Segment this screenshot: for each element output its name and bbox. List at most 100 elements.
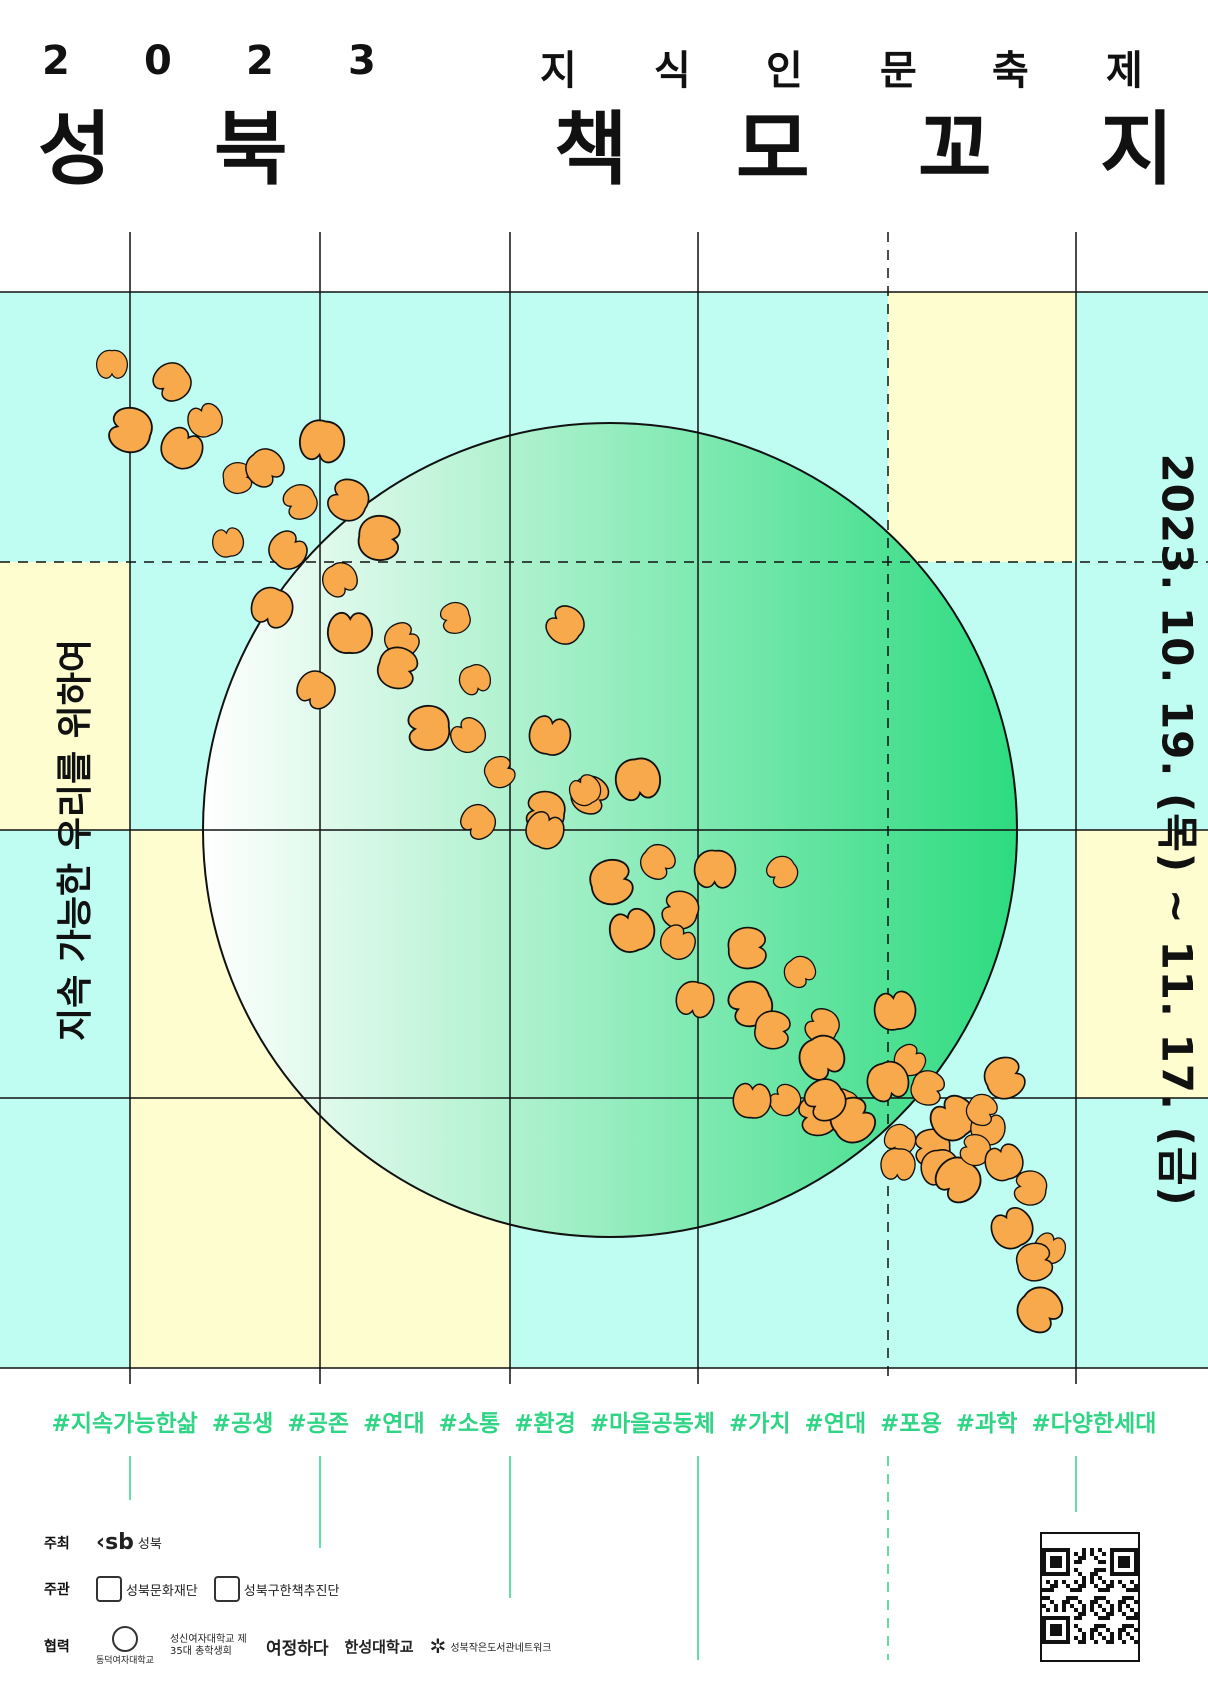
qr-module [1094, 1628, 1098, 1632]
qr-module [1082, 1632, 1086, 1636]
qr-module [1078, 1640, 1082, 1644]
qr-module [1078, 1556, 1082, 1560]
petal [160, 426, 204, 470]
qr-module [1090, 1628, 1094, 1632]
qr-module [1070, 1588, 1074, 1592]
qr-module [1126, 1596, 1130, 1600]
petal [754, 1010, 791, 1050]
petal [483, 755, 516, 789]
petal [327, 611, 373, 654]
qr-module [1074, 1608, 1078, 1612]
qr-module [1122, 1584, 1126, 1588]
qr-module [1134, 1584, 1138, 1588]
partner-label: 협력 [44, 1639, 70, 1655]
petal [439, 602, 471, 634]
petal [965, 1093, 998, 1127]
qr-module [1118, 1580, 1122, 1584]
qr-module [1090, 1608, 1094, 1612]
credit-partner-row: 협력 동덕여자대학교 성신여자대학교 제35대 총학생회 여정하다 한성대학교 … [44, 1626, 552, 1666]
petal [268, 530, 308, 570]
qr-code-icon [1042, 1548, 1138, 1644]
qr-module [1078, 1572, 1082, 1576]
qr-module [1098, 1560, 1102, 1564]
qr-module [1122, 1628, 1126, 1632]
qr-module [1122, 1600, 1126, 1604]
petal [798, 1034, 846, 1081]
qr-module [1082, 1548, 1086, 1552]
qr-module [1062, 1608, 1066, 1612]
hashtag: #공생 [211, 1411, 274, 1437]
qr-module [1094, 1612, 1098, 1616]
subtitle-char: 축 [992, 48, 1029, 94]
petal [525, 811, 565, 850]
qr-module [1074, 1588, 1078, 1592]
hashtag: #가치 [728, 1411, 791, 1437]
qr-module [1094, 1584, 1098, 1588]
qr-module [1118, 1604, 1122, 1608]
hashtag: #소통 [438, 1411, 501, 1437]
qr-module [1126, 1588, 1130, 1592]
hashtag-list: #지속가능한삶 #공생 #공존 #연대 #소통 #환경 #마을공동체 #가치 #… [0, 1404, 1208, 1438]
qr-module [1090, 1636, 1094, 1640]
petal [282, 484, 318, 520]
petal [614, 757, 661, 802]
qr-module [1046, 1596, 1050, 1600]
partner-name: 동덕여자대학교 [96, 1656, 154, 1666]
petal [693, 849, 737, 889]
qr-finder [1050, 1556, 1062, 1568]
qr-module [1102, 1560, 1106, 1564]
qr-module [1134, 1616, 1138, 1620]
petal [108, 406, 153, 454]
qr-module [1122, 1596, 1126, 1600]
qr-module [1090, 1572, 1094, 1576]
petal [222, 462, 253, 494]
partner-logo: 한성대학교 [345, 1636, 414, 1657]
petal [450, 717, 486, 754]
host-logo: ‹sb 성북 [96, 1530, 162, 1555]
title-char: 책 [554, 103, 628, 196]
qr-module [1106, 1612, 1110, 1616]
qr-module [1062, 1600, 1066, 1604]
yellow-block [0, 562, 130, 830]
qr-module [1094, 1596, 1098, 1600]
hashtag: #연대 [363, 1411, 425, 1437]
qr-module [1050, 1584, 1054, 1588]
petal [545, 605, 585, 645]
petal [766, 855, 799, 889]
petal [1016, 1286, 1064, 1334]
petal [357, 514, 401, 562]
qr-module [1098, 1576, 1102, 1580]
qr-module [1130, 1580, 1134, 1584]
hashtag: #지속가능한삶 [51, 1411, 198, 1437]
qr-module [1070, 1604, 1074, 1608]
library-network-icon: ✲ [429, 1634, 447, 1658]
qr-module [1082, 1612, 1086, 1616]
qr-module [1098, 1632, 1102, 1636]
title-char: 지 [1100, 103, 1174, 196]
qr-module [1110, 1604, 1114, 1608]
qr-module [1078, 1588, 1082, 1592]
sb-logo-icon: ‹sb [96, 1530, 134, 1555]
qr-module [1110, 1608, 1114, 1612]
bottom-ticks [129, 1456, 1077, 1660]
petal [959, 1133, 991, 1167]
title-char: 모 [736, 103, 810, 196]
foundation-icon [96, 1576, 122, 1602]
qr-module [1066, 1584, 1070, 1588]
petal [250, 586, 294, 629]
hashtag: #다양한세대 [1031, 1411, 1157, 1437]
subtitle-char: 제 [1106, 48, 1143, 94]
partner-name: 성북작은도서관네트워크 [450, 1642, 552, 1654]
qr-module [1046, 1580, 1050, 1584]
yellow-block [1076, 830, 1208, 1098]
slogan-vertical: 지속 가능한 우리를 위하여 [55, 639, 96, 1041]
organizer-name: 성북구한책추진단 [243, 1583, 340, 1599]
year-char: 0 [144, 38, 172, 84]
petal [589, 859, 634, 906]
petal [659, 924, 696, 960]
qr-module [1082, 1552, 1086, 1556]
organizer-logo: 성북구한책추진단 [213, 1576, 340, 1602]
qr-module [1106, 1628, 1110, 1632]
qr-code[interactable] [1040, 1532, 1140, 1662]
